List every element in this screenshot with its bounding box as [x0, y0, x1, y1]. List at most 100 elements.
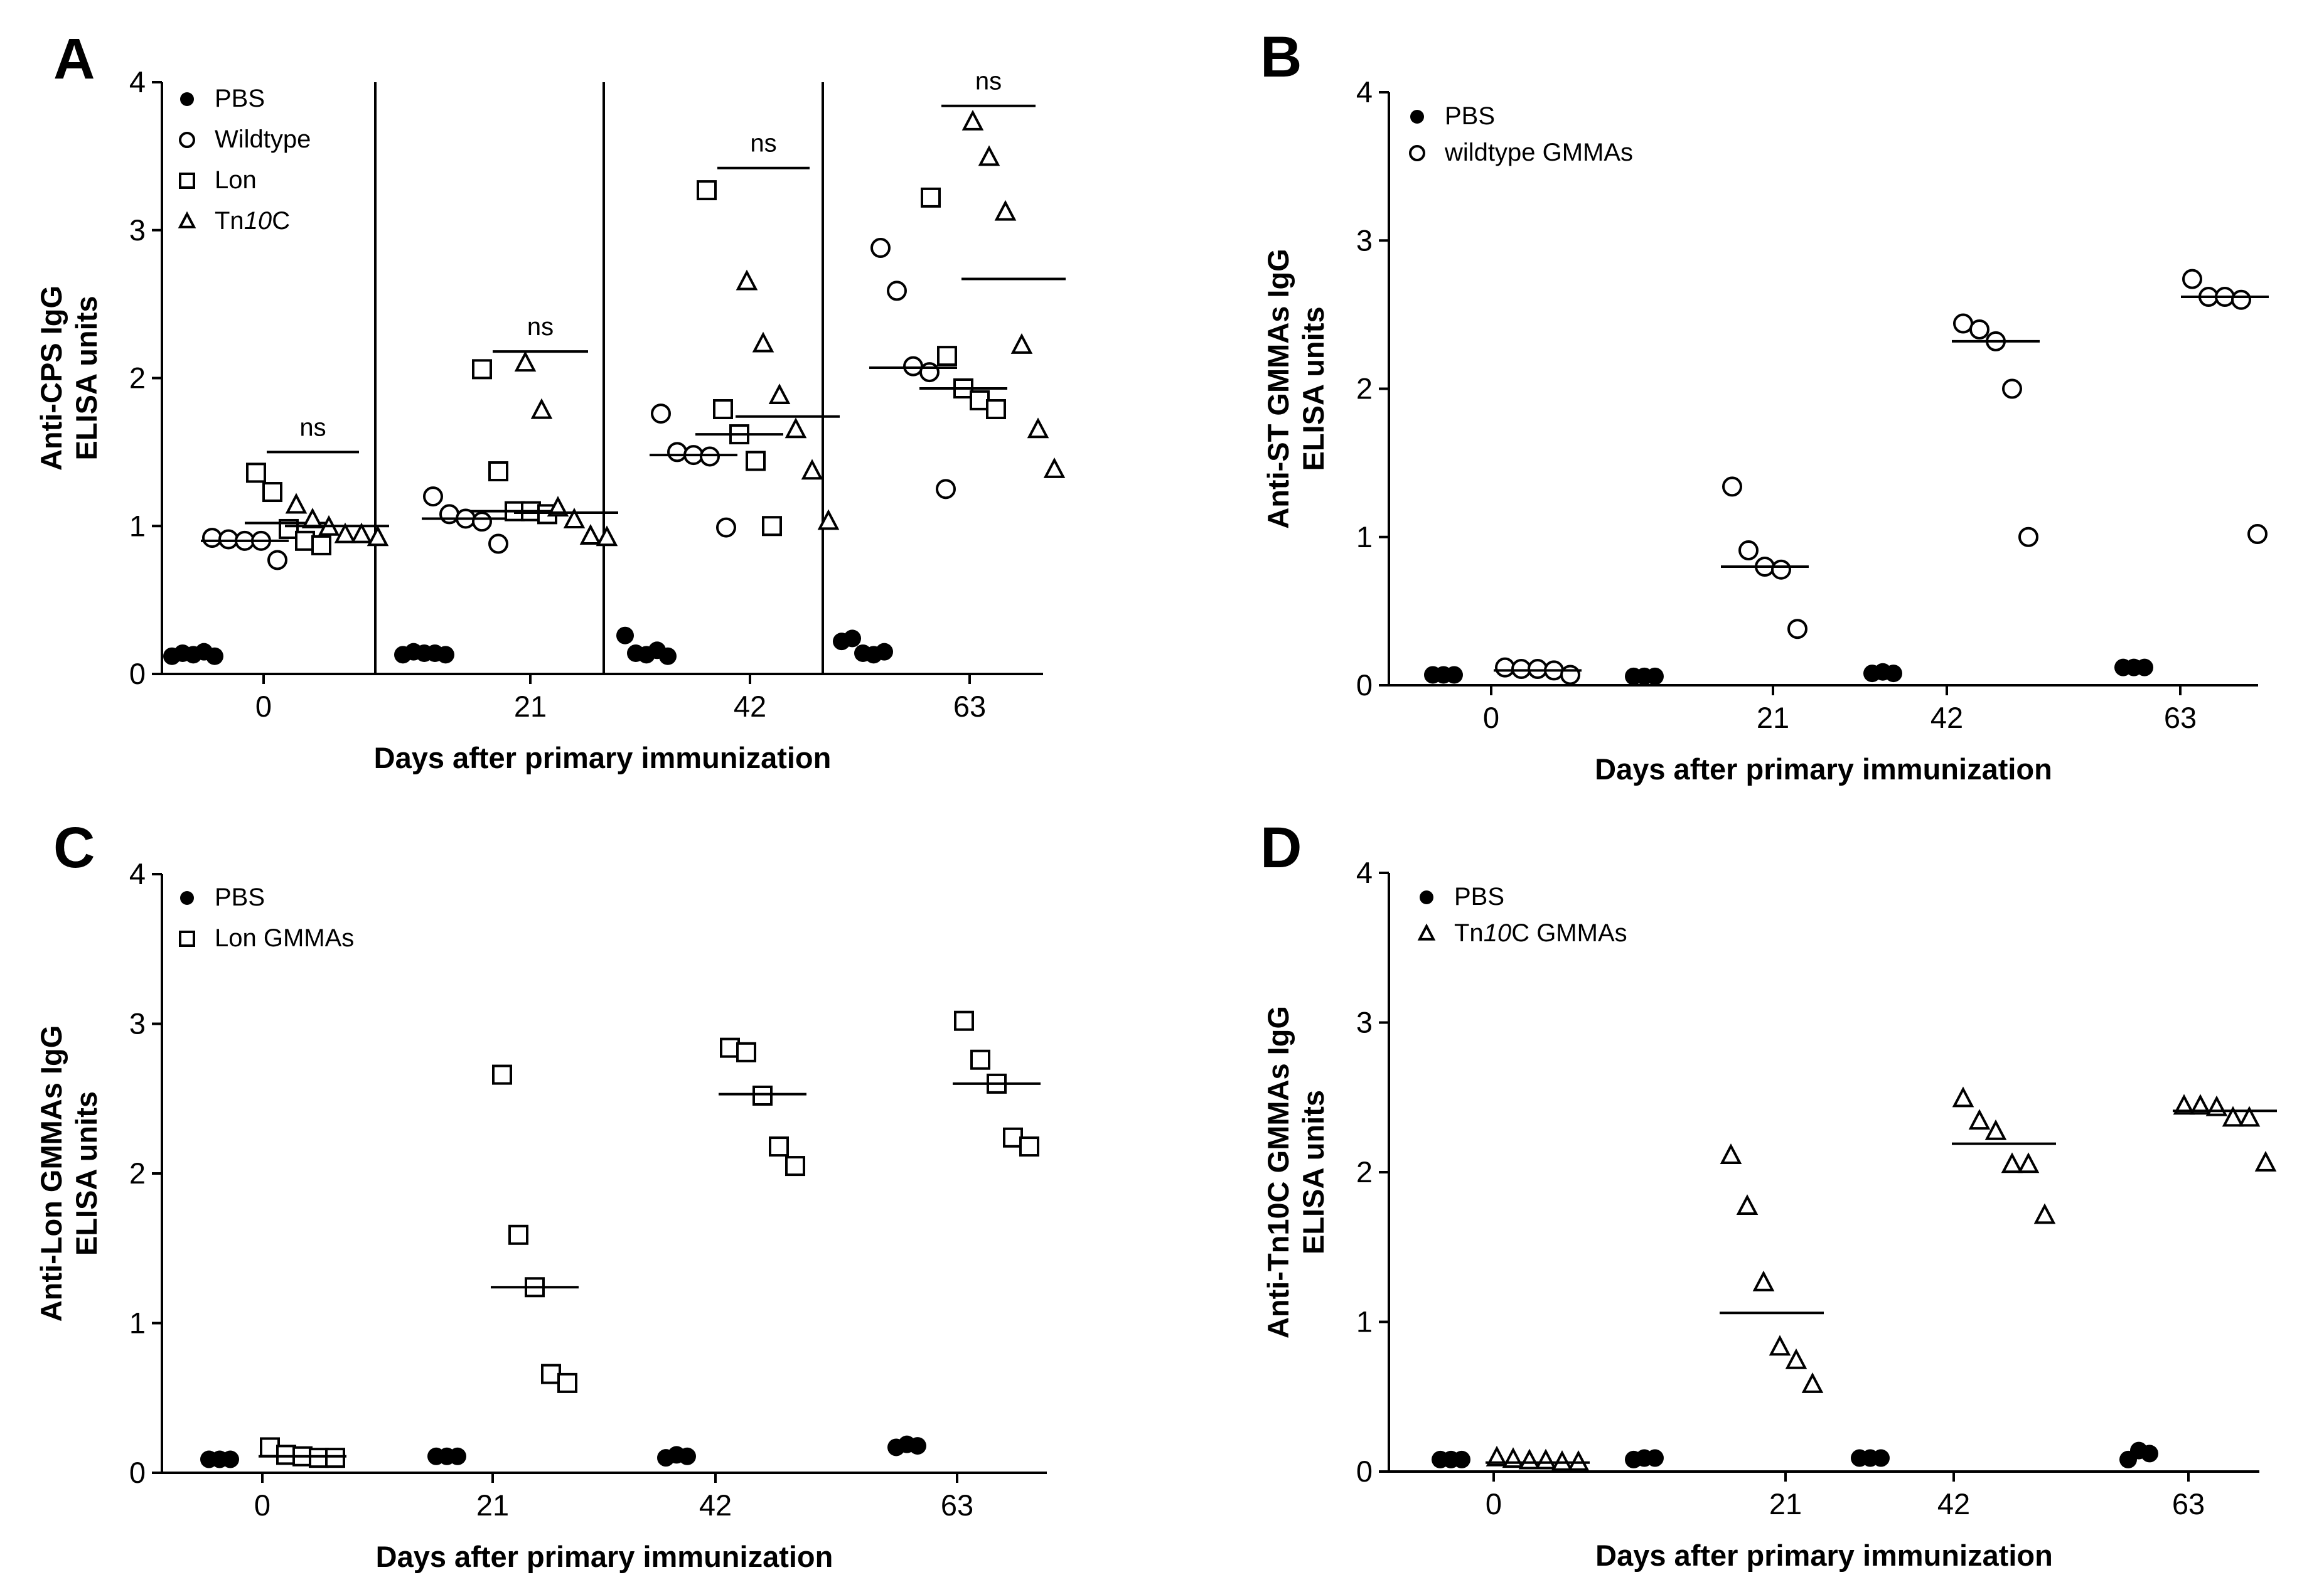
point-lon-gmmas — [309, 1448, 329, 1468]
point-tn10c — [350, 522, 373, 543]
point-tn10c-gmmas — [1752, 1270, 1775, 1291]
point-pbs — [1646, 667, 1664, 685]
point-tn10c — [514, 351, 537, 372]
x-tick-label: 63 — [941, 1488, 973, 1522]
point-tn10c-gmmas — [1736, 1194, 1759, 1216]
point-tn10c-gmmas — [1534, 1448, 1557, 1470]
point-wildtype-gmmas — [1771, 559, 1791, 580]
panel-a: A 0 1 2 3 4 0 21 42 63 Days after primary immuniza… — [35, 27, 1066, 774]
y-tick-label: 4 — [129, 857, 146, 890]
point-lon — [970, 390, 990, 410]
x-tick-label: 42 — [1930, 701, 1963, 734]
point-pbs — [909, 1437, 926, 1455]
y-tick-label: 3 — [1356, 1006, 1373, 1039]
panel-letter: A — [53, 27, 95, 91]
point-lon — [311, 535, 331, 555]
significance-label: ns — [299, 414, 326, 441]
point-wildtype-gmmas — [1722, 476, 1742, 497]
y-tick-label: 2 — [129, 361, 146, 395]
point-tn10c — [801, 459, 823, 480]
x-tick-label: 63 — [2164, 701, 2197, 734]
y-tick-label: 4 — [129, 65, 146, 99]
point-tn10c — [367, 525, 389, 547]
point-wildtype — [903, 356, 923, 377]
legend-label-tn10c: Tn10C — [215, 207, 290, 235]
panel-b: B 0 1 2 3 4 0 21 42 63 Days after primary immuniza… — [1260, 25, 2269, 786]
point-wildtype-gmmas — [1738, 540, 1759, 561]
panel-letter: B — [1260, 25, 1302, 89]
point-lon-gmmas — [541, 1364, 561, 1384]
point-lon-gmmas — [557, 1372, 577, 1393]
x-tick-label: 42 — [734, 690, 766, 723]
point-tn10c-gmmas — [1801, 1372, 1824, 1393]
x-tick-label: 63 — [953, 690, 986, 723]
point-wildtype — [887, 281, 907, 301]
point-wildtype — [919, 362, 940, 383]
legend-marker-pbs — [1420, 890, 1433, 904]
point-tn10c-gmmas — [1785, 1348, 1807, 1369]
x-tick-label: 21 — [476, 1488, 509, 1522]
point-pbs — [449, 1447, 466, 1465]
point-tn10c — [768, 383, 791, 404]
legend-label-tn10c-gmmas: Tn10C GMMAs — [1454, 919, 1627, 947]
y-axis-title: Anti-CPS IgGELISA units — [35, 286, 103, 471]
point-tn10c — [1043, 457, 1066, 478]
point-tn10c — [817, 509, 840, 530]
point-tn10c — [334, 522, 356, 543]
point-wildtype — [716, 517, 736, 538]
point-wildtype — [488, 533, 508, 554]
y-tick-label: 3 — [1356, 223, 1373, 257]
point-pbs — [1445, 666, 1463, 684]
point-pbs — [659, 647, 677, 665]
point-tn10c-gmmas — [2017, 1152, 2040, 1173]
point-tn10c-gmmas — [2205, 1095, 2228, 1116]
y-tick-label: 3 — [129, 1007, 146, 1040]
y-tick-label: 1 — [129, 1306, 146, 1340]
point-lon-gmmas — [260, 1437, 280, 1458]
point-pbs — [843, 629, 861, 648]
point-wildtype — [936, 479, 956, 500]
y-tick-label: 0 — [129, 1456, 146, 1489]
point-tn10c — [736, 269, 758, 291]
point-tn10c-gmmas — [1551, 1450, 1573, 1471]
point-wildtype — [202, 528, 222, 548]
x-axis-title: Days after primary immunization — [374, 741, 832, 774]
y-tick-label: 1 — [1356, 1305, 1373, 1339]
x-tick-label: 21 — [1757, 701, 1789, 734]
panel-d: D 0 1 2 3 4 0 21 42 63 Days after primary immuniza… — [1260, 816, 2277, 1572]
point-tn10c-gmmas — [1984, 1119, 2007, 1140]
point-tn10c — [285, 493, 308, 514]
point-wildtype — [651, 403, 671, 424]
point-wildtype-gmmas — [1528, 659, 1548, 680]
x-tick-label: 63 — [2172, 1487, 2205, 1520]
panel-letter: D — [1260, 816, 1302, 880]
y-tick-label: 0 — [129, 657, 146, 690]
point-lon — [937, 346, 957, 366]
y-tick-label: 1 — [129, 509, 146, 542]
point-wildtype — [218, 529, 238, 550]
point-wildtype-gmmas — [1953, 313, 1973, 334]
y-tick-label: 0 — [1356, 668, 1373, 702]
y-axis-title: Anti-ST GMMAs IgGELISA units — [1261, 248, 1330, 528]
point-wildtype-gmmas — [2018, 526, 2038, 547]
point-pbs — [678, 1447, 696, 1465]
point-lon-gmmas — [720, 1037, 740, 1058]
point-tn10c-gmmas — [1567, 1450, 1590, 1471]
point-lon-gmmas — [1019, 1136, 1039, 1157]
x-tick-label: 21 — [1769, 1487, 1802, 1520]
point-lon-gmmas — [1003, 1127, 1023, 1148]
point-tn10c-gmmas — [1486, 1445, 1508, 1467]
point-tn10c — [1027, 417, 1049, 439]
y-tick-label: 3 — [129, 213, 146, 247]
point-pbs — [1453, 1450, 1470, 1468]
legend-marker-lon — [179, 173, 195, 189]
x-tick-label: 0 — [255, 690, 272, 723]
legend-marker-wildtype-gmmas — [1409, 145, 1425, 161]
point-lon-gmmas — [325, 1448, 345, 1468]
x-tick-label: 0 — [254, 1488, 270, 1522]
x-tick-label: 42 — [699, 1488, 732, 1522]
y-tick-label: 4 — [1356, 75, 1373, 109]
legend-marker-tn10c-gmmas — [1417, 923, 1436, 941]
point-tn10c — [530, 398, 553, 419]
